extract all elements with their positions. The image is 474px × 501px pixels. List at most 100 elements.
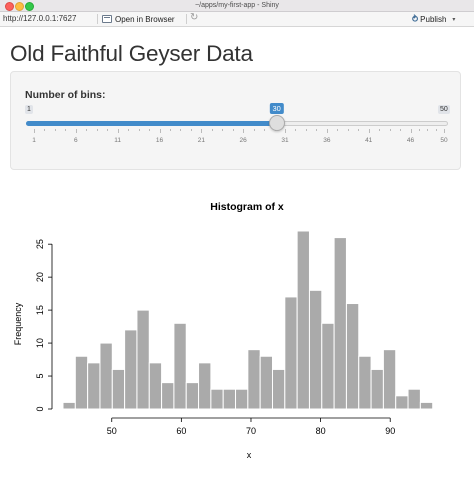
slider-minor-tick — [435, 129, 437, 131]
slider-tick — [368, 129, 370, 133]
histogram-bar — [198, 362, 212, 410]
slider-grid-label: 31 — [281, 137, 289, 144]
slider-value-label: 30 — [269, 103, 284, 114]
window-title: ~/apps/my-first-app - Shiny — [195, 2, 279, 9]
histogram-bar — [345, 303, 360, 410]
chevron-down-icon[interactable]: ▾ — [452, 16, 456, 23]
histogram-bar — [148, 362, 163, 410]
histogram-bar — [247, 349, 261, 410]
slider-grid-label: 21 — [197, 137, 205, 144]
slider-minor-tick — [128, 129, 130, 131]
slider-minor-tick — [65, 129, 67, 131]
slider-grid-label: 36 — [323, 137, 331, 144]
slider-tick — [243, 129, 245, 133]
histogram-bar — [321, 322, 335, 410]
slider-minor-tick — [379, 129, 381, 131]
slider-min-label: 1 — [25, 105, 33, 114]
slider-minor-tick — [264, 129, 266, 131]
slider-grid-label: 6 — [74, 137, 78, 144]
slider-tick — [159, 129, 161, 133]
refresh-icon[interactable]: ↻ — [190, 12, 199, 23]
slider-minor-tick — [358, 129, 360, 131]
histogram-bar — [99, 342, 113, 410]
histogram-bar — [235, 388, 249, 410]
slider-minor-tick — [180, 129, 182, 131]
slider-minor-tick — [400, 129, 402, 131]
slider-handle[interactable] — [268, 115, 285, 131]
histogram-bar — [173, 322, 187, 410]
sidebar-panel: Number of bins: 1 50 30 1 6 11 16 21 26 31 36 41… — [10, 71, 461, 170]
histogram-bar — [124, 329, 138, 410]
publish-button[interactable]: ⥁ Publish ▾ — [412, 13, 455, 25]
toolbar-separator — [186, 14, 187, 24]
slider-grid-label: 1 — [32, 137, 36, 144]
histogram-bar — [210, 388, 224, 410]
slider-minor-tick — [44, 129, 46, 131]
slider-minor-tick — [316, 129, 318, 131]
slider-tick — [410, 129, 412, 133]
histogram-bar — [419, 401, 434, 410]
x-tick-label: 60 — [176, 426, 186, 436]
close-window-button[interactable] — [5, 2, 14, 11]
publish-icon: ⥁ — [412, 13, 419, 24]
histogram-bar — [62, 401, 76, 410]
open-in-browser-button[interactable]: Open in Browser — [102, 13, 175, 25]
histogram-bar — [308, 289, 323, 410]
slider-minor-tick — [389, 129, 391, 131]
slider-tick — [34, 129, 35, 133]
slider-tick — [444, 129, 445, 133]
histogram-bar — [358, 355, 372, 410]
histogram-bar — [74, 355, 89, 410]
y-axis-label: Frequency — [13, 302, 23, 345]
slider-minor-tick — [427, 129, 429, 131]
slider-minor-tick — [190, 129, 192, 131]
slider-grid-label: 50 — [440, 137, 448, 144]
histogram-bar — [87, 362, 101, 410]
slider-tick — [75, 129, 77, 133]
slider-minor-tick — [232, 129, 234, 131]
y-tick-label: 15 — [35, 305, 45, 315]
slider-grid-label: 16 — [155, 137, 164, 144]
window-titlebar: ~/apps/my-first-app - Shiny — [0, 0, 474, 12]
page-title: Old Faithful Geyser Data — [10, 41, 253, 66]
minimize-window-button[interactable] — [15, 2, 24, 11]
slider-minor-tick — [253, 129, 255, 131]
open-in-browser-label: Open in Browser — [115, 14, 175, 24]
slider-minor-tick — [305, 129, 307, 131]
histogram-bar — [407, 388, 421, 410]
slider-grid-label: 26 — [239, 137, 247, 144]
slider-minor-tick — [347, 129, 349, 131]
histogram-bar — [222, 388, 237, 410]
url-field[interactable]: http://127.0.0.1:7627 — [3, 14, 77, 23]
histogram-bar — [333, 237, 347, 410]
histogram-bar — [395, 395, 409, 410]
slider-grid-label: 41 — [365, 137, 373, 144]
viewer-toolbar: http://127.0.0.1:7627 Open in Browser ↻ … — [0, 12, 474, 27]
slider-minor-tick — [211, 129, 213, 131]
slider-minor-tick — [86, 129, 88, 131]
slider-minor-tick — [295, 129, 297, 131]
x-tick-label: 90 — [385, 426, 395, 436]
window-icon — [102, 15, 112, 23]
slider-minor-tick — [138, 129, 140, 131]
x-tick-label: 70 — [246, 426, 256, 436]
slider-minor-tick — [169, 129, 171, 131]
slider-minor-tick — [54, 129, 56, 131]
y-tick-label: 0 — [35, 406, 45, 411]
slider-tick — [285, 129, 287, 133]
histogram-bar — [259, 355, 273, 410]
zoom-window-button[interactable] — [25, 2, 34, 11]
publish-label: Publish — [420, 14, 447, 24]
bins-slider-label: Number of bins: — [25, 89, 106, 101]
slider-minor-tick — [96, 129, 98, 131]
slider-minor-tick — [222, 129, 224, 131]
histogram-bar — [161, 382, 175, 410]
toolbar-separator — [97, 14, 98, 24]
y-tick-label: 10 — [35, 338, 45, 348]
slider-minor-tick — [107, 129, 109, 131]
x-tick-label: 50 — [107, 426, 117, 436]
histogram-bar — [185, 382, 200, 410]
slider-tick — [117, 129, 119, 133]
histogram-bar — [111, 368, 126, 410]
histogram-bar — [284, 296, 298, 410]
